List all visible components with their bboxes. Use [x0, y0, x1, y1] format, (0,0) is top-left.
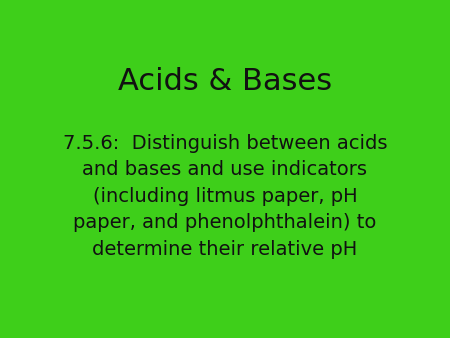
Text: Acids & Bases: Acids & Bases: [118, 67, 332, 96]
Text: 7.5.6:  Distinguish between acids
and bases and use indicators
(including litmus: 7.5.6: Distinguish between acids and bas…: [63, 134, 387, 259]
